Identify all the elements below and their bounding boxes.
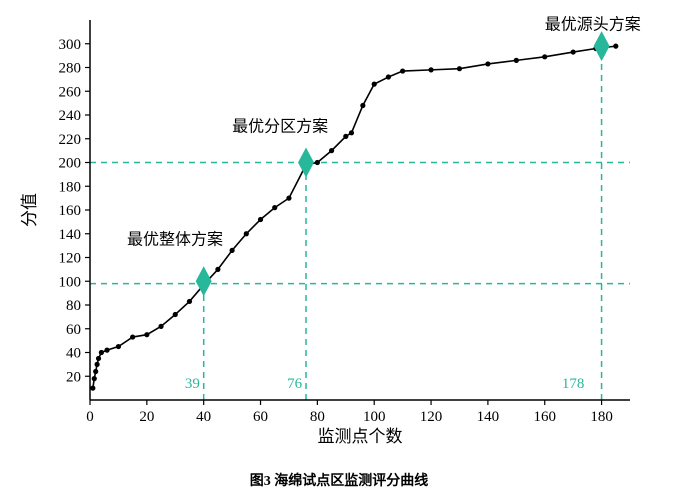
data-marker [92,376,97,381]
data-marker [286,196,291,201]
y-tick-label: 220 [59,132,82,148]
y-tick-label: 300 [59,37,82,53]
data-marker [315,160,320,165]
x-axis-label: 监测点个数 [318,427,403,446]
y-tick-label: 20 [66,369,81,385]
chart-svg: 0 20 40 60 80 100 120 140 160 180 20 40 60 80 100 120 14… [0,0,678,502]
value-label: 76 [287,376,303,392]
data-marker [215,267,220,272]
y-tick-label: 280 [59,61,82,77]
y-tick-label: 200 [59,156,82,172]
y-axis-label: 分值 [20,193,39,227]
data-marker [187,299,192,304]
data-marker [372,82,377,87]
data-marker [329,148,334,153]
x-tick-label: 20 [139,409,154,425]
x-tick-label: 80 [310,409,325,425]
data-marker [93,369,98,374]
data-marker [244,231,249,236]
data-marker [104,348,109,353]
data-marker [99,350,104,355]
y-tick-label: 160 [59,203,82,219]
data-marker [485,61,490,66]
figure-caption: 图3 海绵试点区监测评分曲线 [0,470,678,490]
y-tick-label: 240 [59,108,82,124]
x-tick-label: 100 [363,409,386,425]
annotation-label: 最优源头方案 [545,16,641,34]
data-marker [258,217,263,222]
data-marker [116,344,121,349]
x-tick-label: 180 [590,409,613,425]
y-tick-label: 60 [66,322,81,338]
data-marker [457,66,462,71]
y-tick-label: 120 [59,251,82,267]
data-marker [173,312,178,317]
data-marker [90,386,95,391]
annotation-label: 最优分区方案 [232,118,328,136]
y-tick-label: 260 [59,84,82,100]
data-marker [96,356,101,361]
data-marker [343,134,348,139]
x-tick-label: 120 [420,409,443,425]
data-marker [571,49,576,54]
x-tick-label: 40 [196,409,211,425]
x-tick-label: 60 [253,409,268,425]
data-marker [272,205,277,210]
data-marker [400,68,405,73]
data-marker [542,54,547,59]
y-tick-label: 100 [59,274,82,290]
data-marker [613,44,618,49]
value-label: 39 [185,376,200,392]
data-marker [386,74,391,79]
data-marker [230,248,235,253]
data-marker [130,334,135,339]
x-tick-label: 160 [533,409,556,425]
data-marker [349,130,354,135]
x-tick-label: 140 [477,409,500,425]
data-marker [95,362,100,367]
figure-container: 0 20 40 60 80 100 120 140 160 180 20 40 60 80 100 120 14… [0,0,678,502]
x-tick-label: 0 [86,409,94,425]
data-marker [360,103,365,108]
data-marker [514,58,519,63]
data-marker [158,324,163,329]
y-tick-label: 80 [66,298,81,314]
data-marker [428,67,433,72]
data-marker [144,332,149,337]
y-tick-label: 180 [59,179,82,195]
value-label: 178 [562,376,585,392]
y-tick-label: 140 [59,227,82,243]
annotation-label: 最优整体方案 [127,230,223,248]
y-tick-label: 40 [66,346,81,362]
